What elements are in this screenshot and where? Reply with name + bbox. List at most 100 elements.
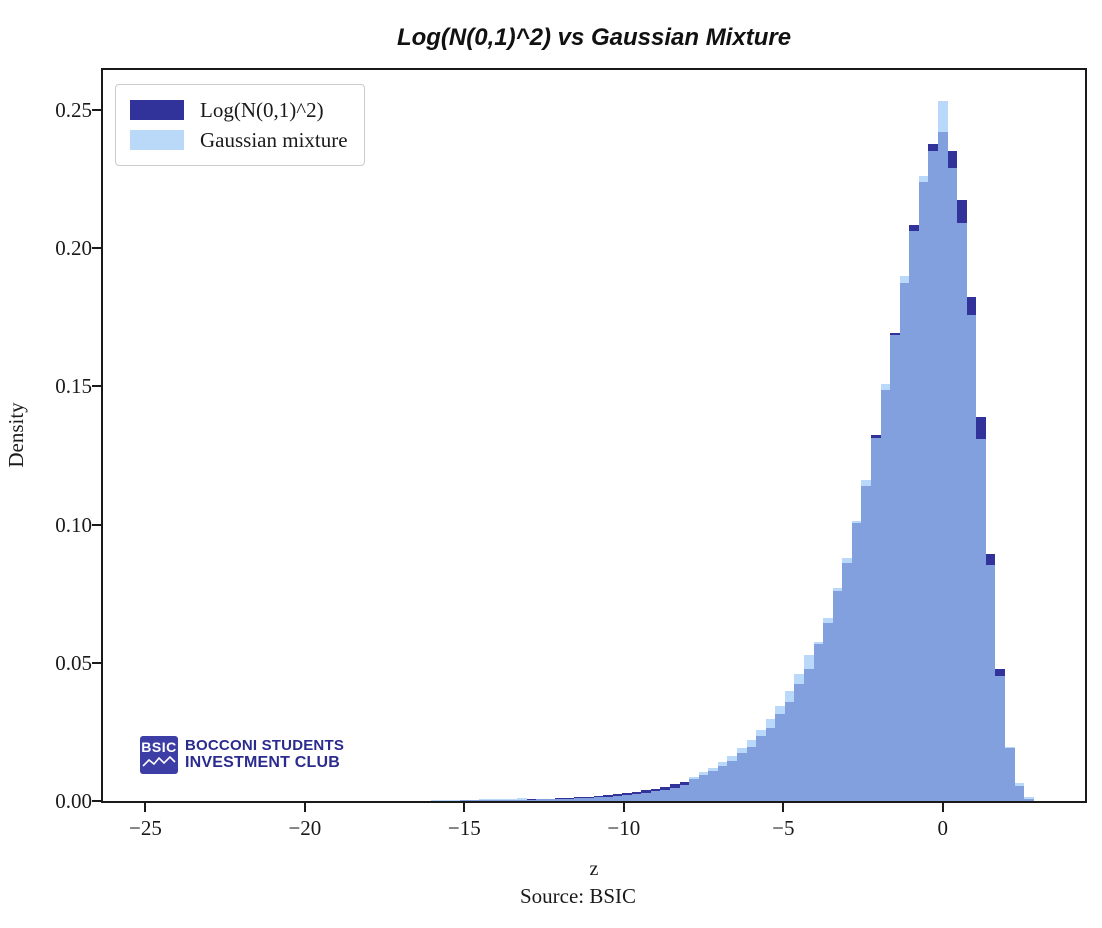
histogram-bar [603, 797, 613, 801]
histogram-bar [794, 674, 804, 801]
stock-line-icon [142, 755, 176, 767]
histogram-bar [900, 276, 909, 801]
x-tick-label: −20 [288, 816, 322, 840]
histogram-bar [814, 642, 823, 801]
y-tick-mark [92, 247, 101, 250]
x-tick-mark [463, 803, 466, 812]
y-axis-label: Density [4, 402, 29, 468]
histogram-bar [976, 439, 986, 801]
histogram-bar [919, 176, 928, 801]
histogram-bar [986, 565, 995, 801]
histogram-bar [881, 384, 890, 801]
histogram-bar [756, 730, 766, 801]
y-tick-mark [92, 108, 101, 111]
histogram-bar [680, 785, 689, 801]
histogram-bar [842, 558, 852, 801]
histogram-bar [909, 231, 919, 801]
histogram-bar [785, 691, 794, 801]
chart-title: Log(N(0,1)^2) vs Gaussian Mixture [396, 24, 792, 51]
y-tick-mark [92, 385, 101, 388]
x-tick-label: −5 [772, 816, 795, 840]
y-tick-label: 0.05 [55, 650, 92, 675]
y-tick-label: 0.25 [55, 97, 92, 122]
x-tick-mark [144, 803, 147, 812]
histogram-bar [747, 740, 756, 801]
histogram-bar [689, 777, 699, 801]
histogram-bar [775, 706, 785, 801]
histogram-bar [641, 793, 651, 801]
legend-label-logchi2: Log(N(0,1)^2) [200, 97, 324, 122]
histogram-bar [440, 800, 450, 801]
x-tick-mark [303, 803, 306, 812]
histogram-bar [928, 151, 938, 801]
histogram-bars [103, 70, 1085, 801]
histogram-bar [718, 762, 727, 801]
histogram-bar [450, 800, 460, 801]
histogram-bar [708, 768, 718, 801]
histogram-bar [967, 315, 976, 801]
legend-row-mixture: Gaussian mixture [130, 125, 348, 155]
histogram-bar [861, 480, 871, 801]
histogram-bar [957, 223, 967, 801]
histogram-bar [766, 719, 775, 801]
histogram-bar [498, 799, 507, 801]
bsic-logo-line1: BOCCONI STUDENTS [185, 737, 345, 754]
y-tick-label: 0.10 [55, 512, 92, 537]
histogram-bar [660, 790, 670, 801]
y-tick-label: 0.20 [55, 236, 92, 261]
histogram-bar [833, 588, 842, 801]
x-tick-mark [782, 803, 785, 812]
x-tick-label: −25 [128, 816, 162, 840]
histogram-bar [948, 168, 957, 801]
legend: Log(N(0,1)^2) Gaussian mixture [115, 84, 365, 166]
histogram-bar [670, 788, 680, 801]
bsic-logo: BSIC BOCCONI STUDENTS INVESTMENT CLUB [140, 736, 344, 774]
histogram-bar [460, 800, 469, 801]
bsic-badge-text: BSIC [141, 739, 177, 755]
y-tick-mark [92, 523, 101, 526]
histogram-bar [804, 655, 814, 801]
histogram-bar [823, 618, 833, 801]
histogram-bar [574, 798, 584, 801]
legend-label-mixture: Gaussian mixture [200, 127, 348, 152]
plot-area: Log(N(0,1)^2) Gaussian mixture [101, 68, 1087, 803]
y-tick-label: 0.15 [55, 374, 92, 399]
histogram-bar [469, 800, 479, 801]
histogram-bar [871, 438, 881, 801]
histogram-bar [890, 335, 900, 801]
x-tick-label: 0 [937, 816, 949, 840]
histogram-bar [565, 799, 574, 801]
histogram-bar [727, 756, 737, 801]
x-tick-label: −15 [447, 816, 481, 840]
histogram-bar [938, 101, 948, 801]
histogram-bar [546, 799, 555, 801]
histogram-bar [488, 799, 498, 801]
histogram-bar [1015, 783, 1024, 801]
legend-swatch-logchi2 [130, 100, 184, 120]
histogram-bar [995, 676, 1005, 801]
histogram-bar [1024, 797, 1034, 801]
histogram-bar [613, 796, 622, 801]
histogram-bar [632, 794, 641, 801]
histogram-bar [651, 791, 660, 801]
histogram-bar [527, 800, 536, 801]
y-tick-mark [92, 661, 101, 664]
x-tick-mark [941, 803, 944, 812]
histogram-bar [584, 798, 594, 801]
legend-swatch-mixture [130, 130, 184, 150]
histogram-bar [536, 799, 546, 801]
bsic-logo-text: BOCCONI STUDENTS INVESTMENT CLUB [185, 737, 344, 772]
bsic-logo-line2: INVESTMENT CLUB [185, 754, 340, 771]
histogram-bar [852, 521, 861, 801]
x-tick-mark [622, 803, 625, 812]
source-caption: Source: BSIC [519, 884, 637, 908]
x-axis-label: z [589, 858, 599, 880]
x-tick-label: −10 [607, 816, 641, 840]
histogram-bar [555, 799, 565, 801]
histogram-bar [1005, 747, 1015, 801]
y-tick-label: 0.00 [55, 789, 92, 813]
histogram-bar [431, 800, 440, 801]
bsic-logo-badge: BSIC [140, 736, 178, 774]
legend-row-logchi2: Log(N(0,1)^2) [130, 95, 348, 125]
